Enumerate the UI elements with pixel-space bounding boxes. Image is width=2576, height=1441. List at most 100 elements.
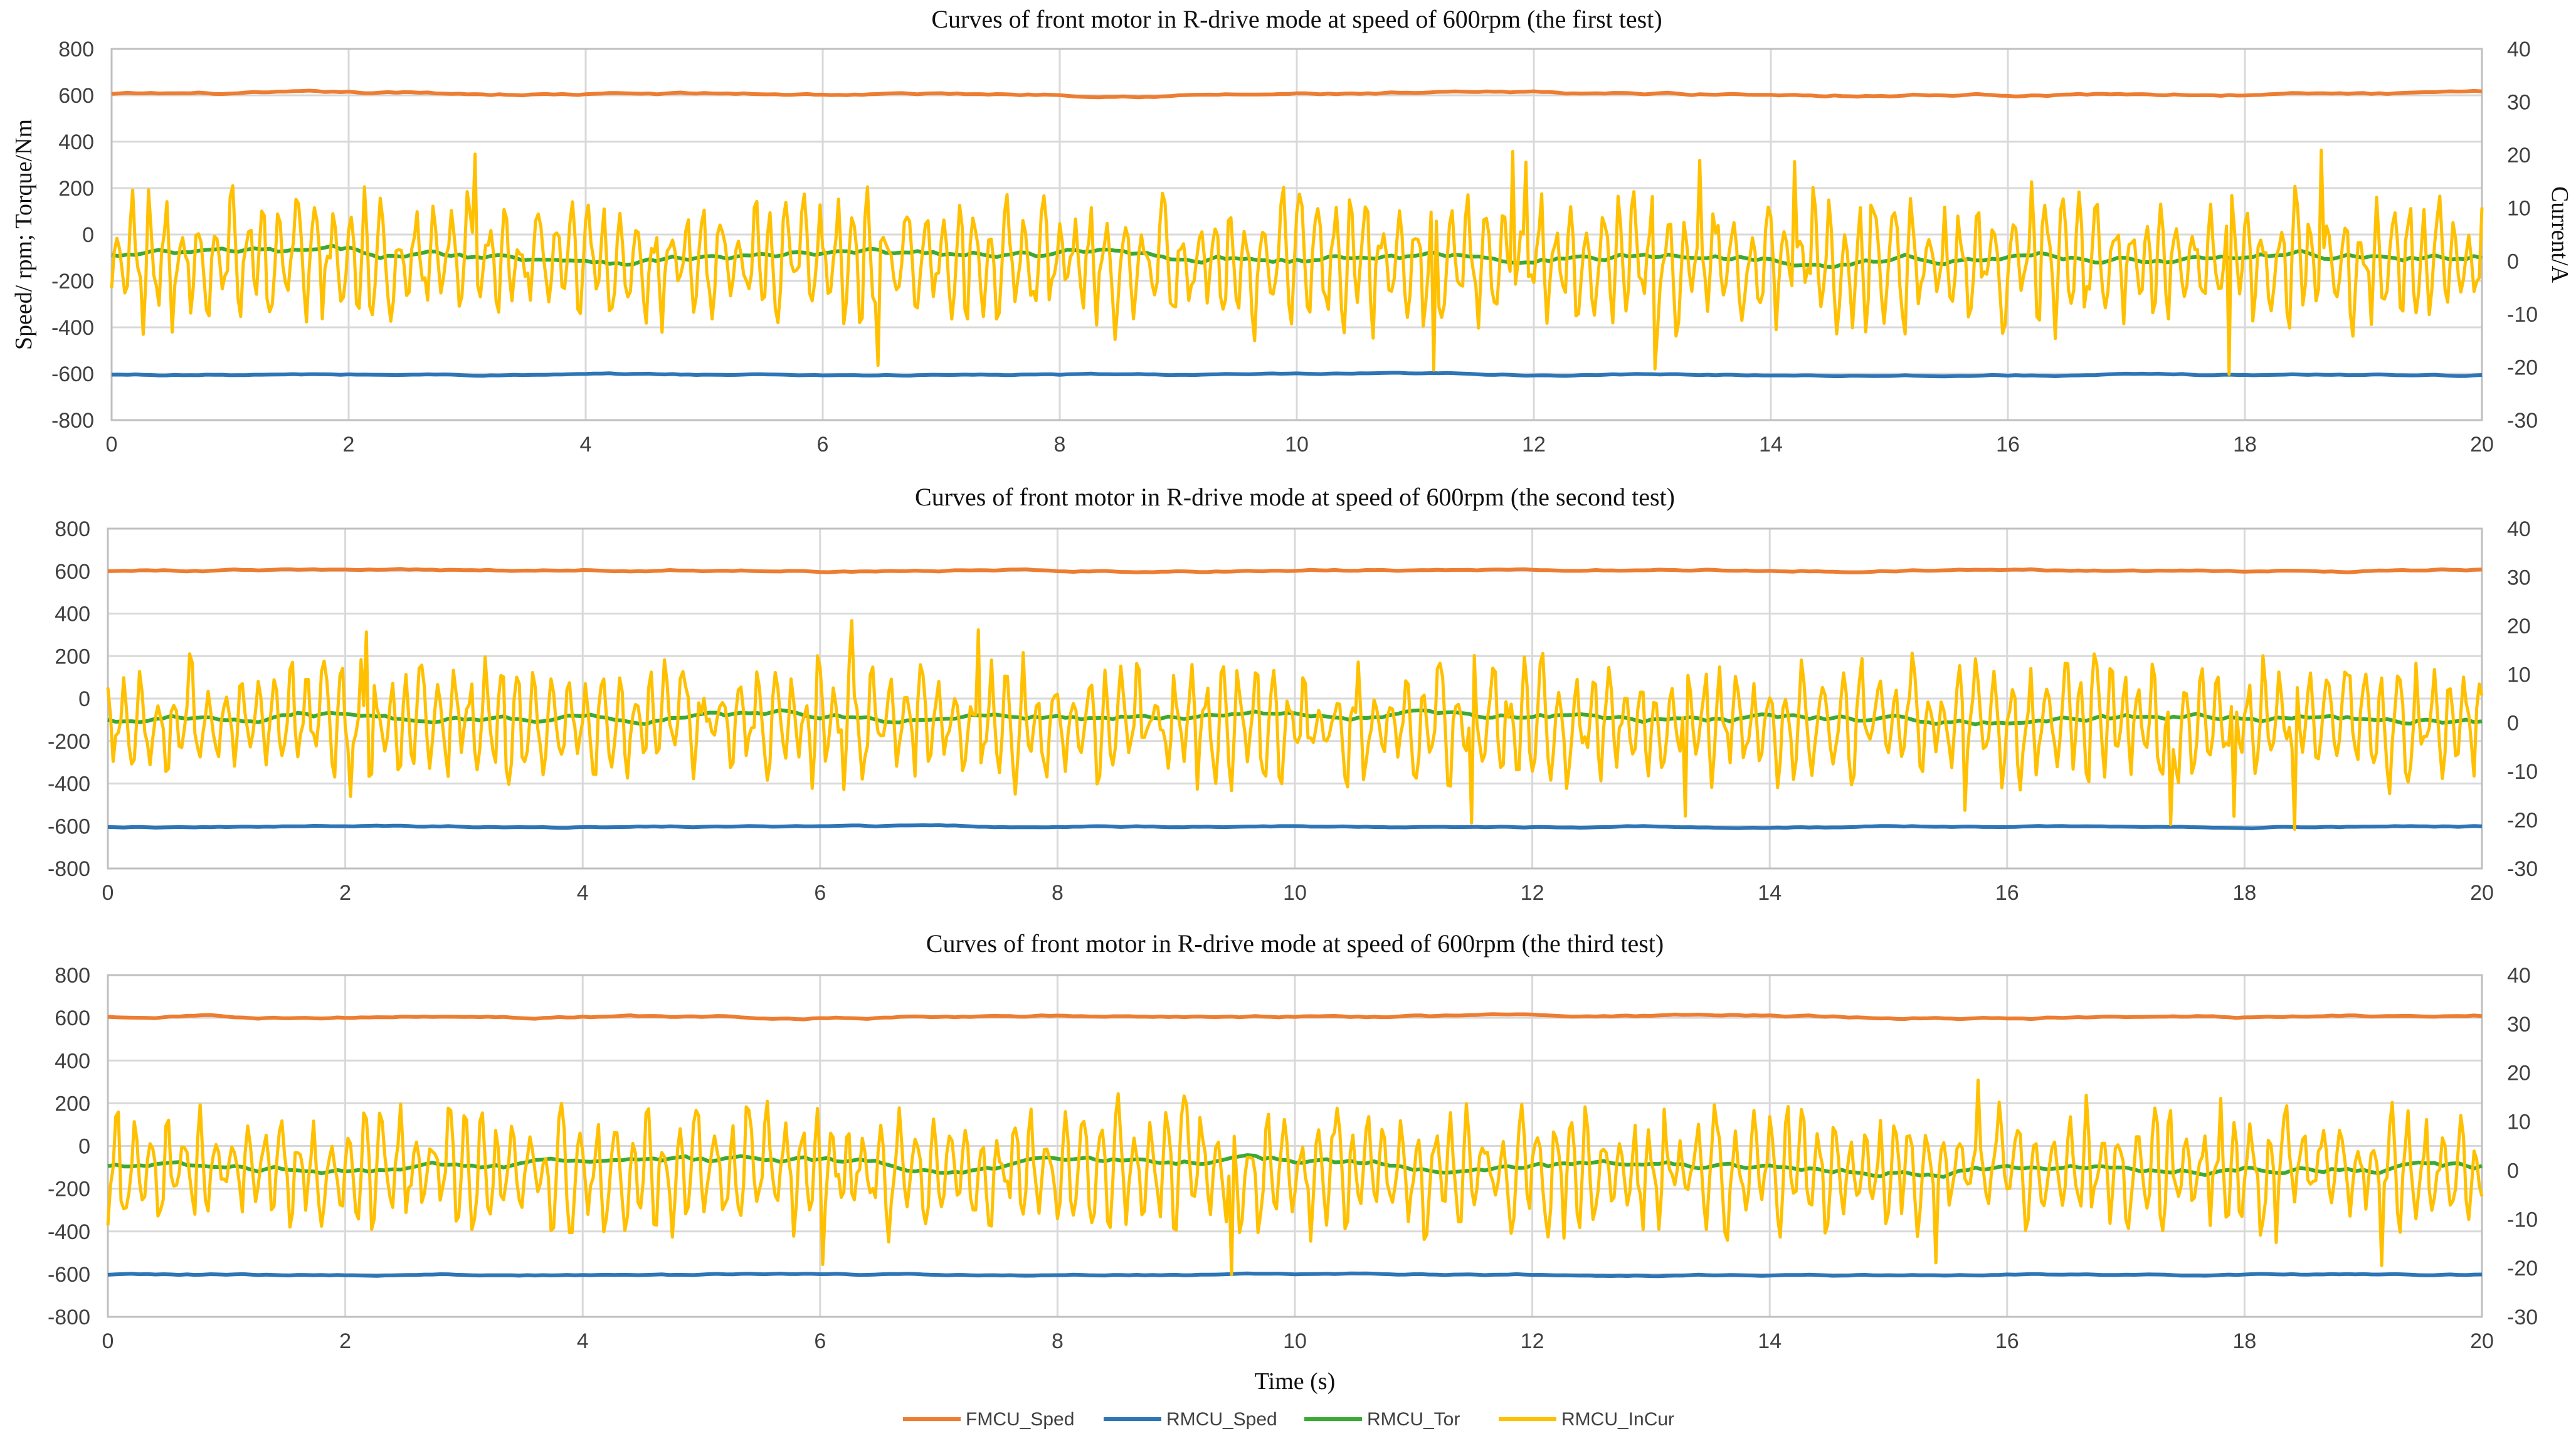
- legend-label: RMCU_Tor: [1367, 1409, 1460, 1430]
- legend-label: FMCU_Sped: [966, 1409, 1074, 1430]
- y2-tick-label: 40: [2507, 964, 2531, 988]
- y-tick-label: -600: [51, 362, 94, 386]
- y2-tick-label: 30: [2507, 1013, 2531, 1037]
- x-tick-label: 20: [2470, 433, 2494, 457]
- y2-tick-label: -30: [2507, 857, 2538, 881]
- x-tick-label: 10: [1283, 1329, 1307, 1353]
- x-tick-label: 20: [2470, 1329, 2494, 1353]
- y2-tick-label: 20: [2507, 615, 2531, 638]
- x-tick-label: 16: [1996, 433, 2020, 457]
- y-tick-label: 800: [58, 38, 94, 61]
- x-tick-label: 18: [2233, 433, 2257, 457]
- x-tick-label: 6: [817, 433, 829, 457]
- x-tick-label: 4: [580, 433, 592, 457]
- x-tick-label: 10: [1283, 881, 1307, 905]
- series-line-rmcu-incur: [106, 1079, 2484, 1277]
- y-tick-label: -400: [51, 316, 94, 340]
- y2-tick-label: 0: [2507, 712, 2519, 736]
- x-tick-label: 6: [814, 881, 826, 905]
- series-line-rmcu-sped: [111, 371, 2483, 379]
- y-tick-label: 400: [58, 130, 94, 154]
- x-tick-label: 0: [102, 1329, 114, 1353]
- y2-tick-label: 10: [2507, 663, 2531, 687]
- series-line-rmcu-sped: [107, 823, 2483, 831]
- y2-tick-label: -20: [2507, 809, 2538, 833]
- y-tick-label: 600: [55, 1006, 90, 1030]
- x-tick-label: 2: [339, 881, 351, 905]
- series-line-fmcu-sped: [111, 88, 2483, 100]
- chart-title: Curves of front motor in R-drive mode at…: [915, 483, 1675, 511]
- y-tick-label: 0: [78, 1135, 90, 1159]
- plot-area-border: [107, 974, 2483, 1318]
- y-tick-label: 600: [58, 84, 94, 108]
- x-tick-label: 2: [339, 1329, 351, 1353]
- y2-tick-label: 30: [2507, 91, 2531, 115]
- y-tick-label: -800: [48, 857, 90, 881]
- legend-label: RMCU_InCur: [1561, 1409, 1674, 1430]
- y2-tick-label: -10: [2507, 1208, 2538, 1232]
- y2-tick-label: -20: [2507, 1257, 2538, 1280]
- x-axis-label: Time (s): [1255, 1368, 1335, 1395]
- series-line-rmcu-sped: [107, 1271, 2483, 1279]
- y-tick-label: 0: [82, 223, 94, 247]
- x-tick-label: 6: [814, 1329, 826, 1353]
- x-tick-label: 14: [1758, 1329, 1782, 1353]
- x-tick-label: 8: [1052, 881, 1064, 905]
- y2-tick-label: 10: [2507, 197, 2531, 221]
- y2-tick-label: 40: [2507, 38, 2531, 61]
- y2-tick-label: 0: [2507, 250, 2519, 273]
- x-tick-label: 18: [2232, 881, 2256, 905]
- y2-tick-label: 40: [2507, 517, 2531, 541]
- x-tick-label: 10: [1285, 433, 1309, 457]
- y2-axis-label: Current/A: [2547, 186, 2573, 283]
- legend: FMCU_Sped RMCU_Sped RMCU_Tor RMCU_InCur: [903, 1409, 1674, 1430]
- y-tick-label: 800: [55, 964, 90, 988]
- y-tick-label: 200: [58, 177, 94, 201]
- y-axis-label: Speed/ rpm; Torque/Nm: [11, 119, 37, 350]
- y-tick-label: 600: [55, 560, 90, 584]
- chart-panel-2: Curves of front motor in R-drive mode at…: [48, 483, 2538, 905]
- chart-panel-1: Curves of front motor in R-drive mode at…: [11, 5, 2573, 457]
- y-tick-label: -600: [48, 815, 90, 838]
- chart-title: Curves of front motor in R-drive mode at…: [931, 5, 1662, 33]
- y-tick-label: -600: [48, 1263, 90, 1287]
- x-tick-label: 12: [1521, 881, 1544, 905]
- y2-tick-label: 30: [2507, 566, 2531, 589]
- series-line-rmcu-incur: [110, 148, 2484, 376]
- y2-tick-label: 10: [2507, 1111, 2531, 1134]
- series-line-rmcu-tor: [107, 1153, 2483, 1179]
- x-tick-label: 14: [1758, 881, 1782, 905]
- y2-tick-label: -30: [2507, 1306, 2538, 1329]
- y-tick-label: -200: [48, 730, 90, 754]
- y-tick-label: -800: [48, 1306, 90, 1329]
- y2-tick-label: -30: [2507, 409, 2538, 433]
- series-line-fmcu-sped: [107, 567, 2483, 574]
- y2-tick-label: -10: [2507, 303, 2538, 327]
- y-tick-label: -200: [51, 270, 94, 293]
- y2-tick-label: 20: [2507, 1062, 2531, 1085]
- y-tick-label: -400: [48, 773, 90, 796]
- x-tick-label: 14: [1759, 433, 1783, 457]
- y-tick-label: -800: [51, 409, 94, 433]
- y-tick-label: 400: [55, 603, 90, 626]
- x-tick-label: 20: [2470, 881, 2494, 905]
- series-line-fmcu-sped: [107, 1012, 2483, 1021]
- x-tick-label: 0: [106, 433, 118, 457]
- legend-label: RMCU_Sped: [1166, 1409, 1277, 1430]
- x-tick-label: 16: [1995, 1329, 2019, 1353]
- y-tick-label: 400: [55, 1049, 90, 1073]
- y2-tick-label: -20: [2507, 356, 2538, 379]
- x-tick-label: 0: [102, 881, 114, 905]
- x-tick-label: 8: [1054, 433, 1066, 457]
- x-tick-label: 12: [1521, 1329, 1544, 1353]
- x-tick-label: 12: [1522, 433, 1546, 457]
- y-tick-label: 200: [55, 645, 90, 668]
- x-tick-label: 8: [1052, 1329, 1064, 1353]
- y-tick-label: 0: [78, 687, 90, 711]
- x-tick-label: 18: [2232, 1329, 2256, 1353]
- chart-panel-3: Curves of front motor in R-drive mode at…: [48, 929, 2538, 1395]
- y-tick-label: -200: [48, 1178, 90, 1201]
- y-tick-label: -400: [48, 1220, 90, 1244]
